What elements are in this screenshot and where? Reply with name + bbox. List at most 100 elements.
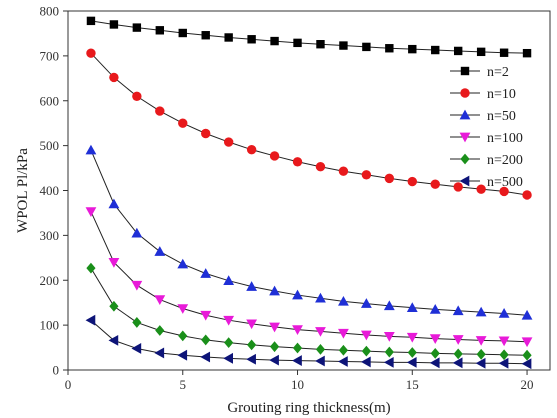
legend: n=2 n=10 n=50 n=100 n=200 n=500 [450, 65, 523, 190]
series-n-50 [85, 144, 533, 320]
data-point [338, 328, 349, 339]
data-point [476, 184, 486, 194]
legend-marker [459, 109, 471, 120]
data-point [155, 26, 165, 35]
data-point [108, 257, 120, 268]
data-point [453, 348, 463, 360]
data-point [223, 352, 233, 364]
legend-label: n=2 [487, 65, 509, 80]
data-point [384, 173, 395, 184]
legend-label: n=100 [487, 131, 523, 146]
legend-marker [459, 132, 471, 143]
legend-label: n=50 [487, 109, 516, 124]
data-point [293, 38, 302, 48]
data-point [155, 325, 165, 336]
y-tick-label: 600 [40, 93, 60, 108]
data-point [86, 262, 96, 274]
data-point [154, 246, 166, 256]
series-n-200 [86, 262, 532, 361]
data-point [362, 42, 371, 52]
data-point [269, 354, 279, 366]
data-point [406, 356, 417, 368]
data-point [292, 342, 303, 354]
data-point [452, 335, 464, 345]
data-point [269, 322, 280, 333]
data-point [269, 151, 280, 161]
data-point [292, 157, 303, 167]
data-point [246, 144, 257, 155]
data-point [108, 198, 120, 209]
data-point [223, 275, 235, 286]
data-point [499, 186, 509, 197]
data-point [406, 302, 418, 312]
data-point [521, 337, 533, 348]
data-point [109, 300, 119, 312]
data-point [316, 40, 325, 49]
data-point [361, 345, 371, 357]
y-tick-label: 400 [40, 183, 60, 198]
data-point [85, 314, 96, 326]
x-tick-label: 0 [65, 377, 72, 392]
y-tick-label: 300 [40, 228, 60, 243]
data-point [177, 258, 189, 269]
data-point [338, 295, 349, 306]
legend-marker [459, 175, 470, 187]
data-point [315, 355, 325, 367]
data-point [429, 357, 440, 369]
data-point [292, 289, 303, 300]
x-tick-label: 20 [521, 377, 534, 392]
data-point [132, 317, 142, 328]
data-point [408, 44, 417, 54]
data-point [383, 356, 394, 368]
data-point [429, 334, 441, 344]
y-tick-label: 500 [40, 138, 60, 153]
series-layer [85, 16, 533, 370]
data-point [224, 337, 234, 349]
data-point [247, 339, 257, 351]
data-point [315, 292, 326, 303]
data-point [86, 48, 96, 58]
data-point [431, 45, 440, 55]
data-point [315, 343, 326, 355]
data-point [315, 327, 326, 337]
data-point [407, 176, 417, 187]
legend-marker [460, 153, 470, 165]
series-n-10 [86, 48, 532, 200]
data-point [361, 170, 372, 180]
x-axis-title: Grouting ring thickness(m) [227, 400, 390, 416]
data-point [178, 118, 188, 128]
x-tick-label: 10 [291, 377, 304, 392]
data-point [453, 46, 463, 56]
data-point [246, 319, 258, 330]
data-point [292, 325, 303, 336]
data-point [86, 16, 96, 26]
data-point [155, 106, 165, 116]
data-point [109, 20, 119, 29]
data-point [498, 336, 510, 347]
data-point [200, 310, 212, 321]
data-point [499, 48, 509, 57]
legend-entry: n=10 [450, 87, 516, 102]
data-point [521, 309, 533, 320]
data-point [85, 144, 97, 155]
data-point [269, 285, 280, 296]
data-point [407, 347, 417, 358]
data-point [269, 341, 280, 353]
data-point [201, 31, 210, 40]
data-point [109, 72, 119, 83]
data-point [201, 334, 211, 346]
legend-entry: n=500 [450, 175, 523, 190]
data-point [430, 179, 440, 189]
series-n-500 [85, 314, 532, 370]
legend-entry: n=200 [450, 153, 523, 168]
data-point [200, 268, 212, 278]
data-point [177, 349, 188, 361]
series-line [90, 149, 528, 316]
series-n-2 [86, 16, 532, 58]
data-point [292, 355, 302, 366]
data-point [178, 28, 187, 38]
legend-marker [460, 88, 470, 98]
legend-label: n=10 [487, 87, 516, 102]
data-point [154, 295, 166, 305]
data-point [498, 357, 509, 369]
